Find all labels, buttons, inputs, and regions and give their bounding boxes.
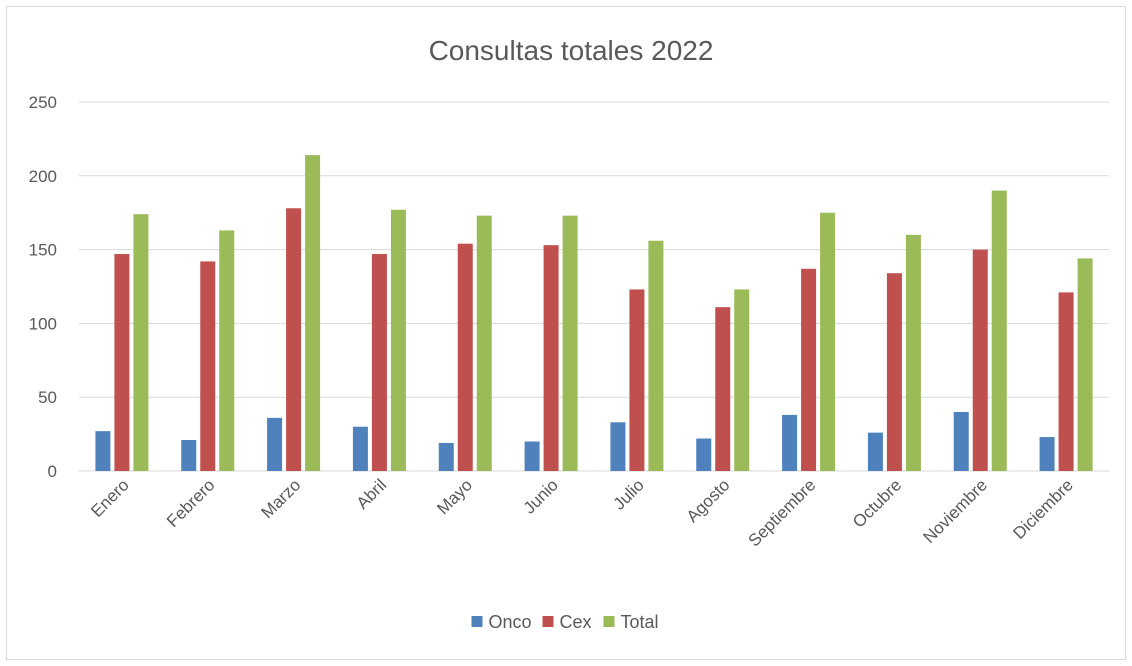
y-tick-label: 250 [29, 93, 57, 112]
x-tick-label: Septiembre [745, 475, 820, 550]
x-tick-label: Enero [87, 475, 133, 521]
legend-swatch-cex [542, 616, 554, 627]
legend: Onco Cex Total [471, 612, 659, 632]
bar-cex-febrero [200, 261, 216, 471]
bar-onco-diciembre [1039, 437, 1055, 471]
bar-onco-agosto [696, 438, 712, 471]
bar-total-abril [390, 209, 406, 472]
bar-total-noviembre [991, 190, 1007, 471]
legend-label-cex: Cex [560, 612, 592, 632]
bar-total-octubre [905, 234, 921, 471]
bar-onco-enero [95, 431, 111, 471]
x-tick-label: Noviembre [920, 475, 992, 547]
legend-label-onco: Onco [489, 612, 532, 632]
bar-onco-abril [352, 426, 368, 471]
x-tick-label: Febrero [163, 475, 219, 531]
bar-total-enero [133, 214, 149, 471]
legend-label-total: Total [621, 612, 659, 632]
x-tick-label: Agosto [683, 475, 734, 526]
bar-onco-marzo [267, 417, 283, 471]
y-tick-label: 0 [48, 462, 57, 481]
legend-swatch-onco [471, 616, 483, 627]
y-tick-label: 150 [29, 241, 57, 260]
legend-swatch-total [603, 616, 615, 627]
bar-total-junio [562, 215, 578, 471]
bar-total-mayo [476, 215, 492, 471]
x-tick-label: Mayo [433, 475, 476, 518]
bar-cex-enero [114, 254, 130, 471]
bar-cex-marzo [286, 208, 302, 471]
bar-onco-febrero [181, 440, 197, 471]
bar-cex-octubre [886, 273, 902, 471]
bar-total-julio [648, 240, 664, 471]
bar-cex-septiembre [801, 268, 817, 471]
y-tick-label: 200 [29, 167, 57, 186]
bars [95, 155, 1093, 472]
x-tick-label: Abril [353, 475, 390, 512]
bar-cex-agosto [715, 307, 731, 471]
bar-total-marzo [305, 155, 321, 472]
y-tick-label: 50 [38, 388, 57, 407]
bar-cex-diciembre [1058, 292, 1074, 471]
bar-onco-mayo [438, 442, 454, 471]
bar-cex-julio [629, 289, 645, 471]
x-tick-label: Diciembre [1009, 475, 1077, 543]
bar-total-febrero [219, 230, 235, 471]
x-axis-tick-labels: Enero Febrero Marzo Abril Mayo Junio Julio Agos… [87, 475, 1077, 550]
bar-cex-abril [371, 254, 387, 471]
x-tick-label: Junio [520, 475, 562, 517]
bar-onco-noviembre [953, 411, 969, 471]
bar-total-agosto [734, 289, 750, 471]
gridlines [79, 101, 1109, 472]
chart-title: Consultas totales 2022 [429, 35, 714, 66]
bar-cex-junio [543, 245, 559, 471]
bar-onco-junio [524, 441, 540, 471]
y-axis-tick-labels: 0 50 100 150 200 250 [29, 93, 57, 481]
bar-cex-mayo [457, 243, 473, 471]
bar-onco-septiembre [782, 414, 798, 471]
bar-onco-julio [610, 422, 626, 471]
x-tick-label: Julio [610, 475, 648, 513]
bar-total-septiembre [820, 212, 836, 471]
bar-onco-octubre [867, 432, 883, 471]
bar-total-diciembre [1077, 258, 1093, 471]
bar-cex-noviembre [972, 249, 988, 471]
y-tick-label: 100 [29, 314, 57, 333]
x-tick-label: Octubre [849, 475, 905, 531]
x-tick-label: Marzo [258, 475, 305, 522]
